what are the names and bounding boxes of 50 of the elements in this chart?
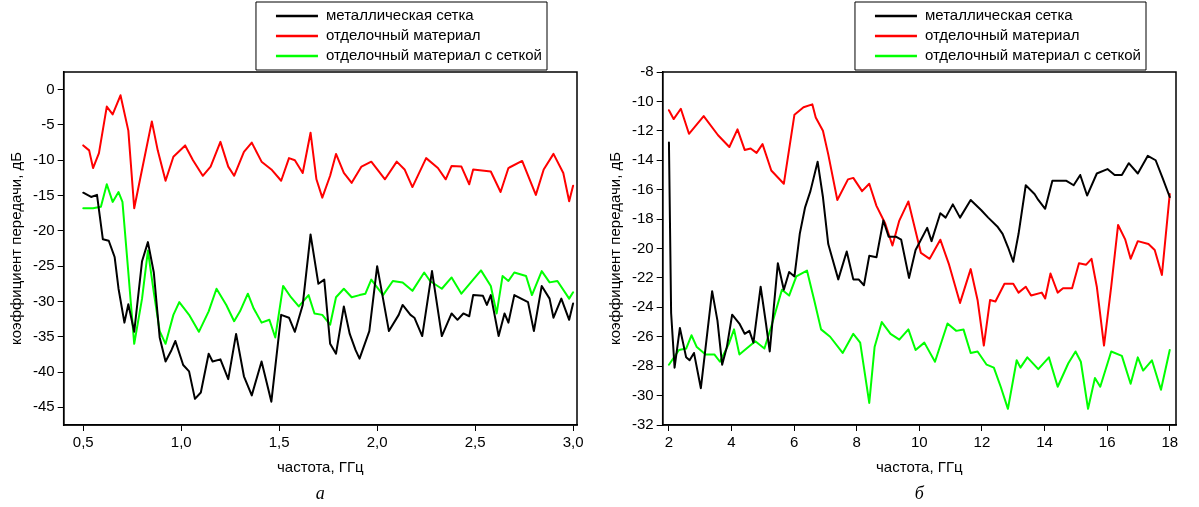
y-tick-label: -8 (640, 62, 654, 80)
x-axis-title: частота, ГГц (876, 458, 964, 476)
x-tick-label: 1,0 (170, 433, 192, 451)
x-tick-label: 4 (727, 433, 736, 451)
y-tick-label: -12 (631, 120, 654, 138)
legend-label: металлическая сетка (325, 6, 475, 24)
y-tick-label: -18 (631, 209, 654, 227)
y-tick-label: -35 (32, 326, 55, 344)
y-tick-label: -22 (631, 268, 654, 286)
y-axis-title: коэффициент передачи, дБ (606, 151, 624, 346)
y-axis-title: коэффициент передачи, дБ (7, 151, 25, 346)
y-tick-label: -16 (631, 179, 654, 197)
legend-label: отделочный материал (924, 26, 1080, 44)
text: б (914, 482, 925, 503)
y-tick-label: -26 (631, 326, 654, 344)
y-tick-label: -25 (32, 256, 55, 274)
y-tick-label: -45 (32, 397, 55, 415)
legend-label: отделочный материал с сеткой (924, 46, 1141, 64)
y-tick-label: -10 (32, 150, 55, 168)
y-tick-label: -40 (32, 362, 55, 380)
y-tick-label: -24 (631, 297, 654, 315)
x-tick-label: 12 (973, 433, 991, 451)
x-tick-label: 10 (911, 433, 928, 451)
y-tick-label: -20 (631, 238, 654, 256)
legend-label: металлическая сетка (924, 6, 1074, 24)
y-tick-label: -10 (631, 91, 654, 109)
legend-label: отделочный материал с сеткой (325, 46, 542, 64)
x-tick-label: 6 (789, 433, 799, 451)
y-tick-label: -20 (32, 220, 55, 238)
y-tick-label: -30 (32, 291, 55, 309)
y-tick-label: -30 (631, 385, 654, 403)
x-tick-label: 3,0 (562, 433, 584, 451)
x-tick-label: 14 (1036, 433, 1053, 451)
y-tick-label: -5 (41, 115, 55, 133)
y-tick-label: -14 (631, 150, 654, 168)
x-tick-label: 16 (1098, 433, 1116, 451)
x-tick-label: 0,5 (72, 433, 94, 451)
x-tick-label: 8 (852, 433, 861, 451)
x-tick-label: 2 (664, 433, 674, 451)
x-axis-title: частота, ГГц (277, 458, 365, 476)
x-tick-label: 1,5 (268, 433, 290, 451)
x-tick-label: 18 (1161, 433, 1179, 451)
text: а (315, 482, 325, 503)
y-tick-label: -32 (631, 415, 654, 433)
legend-label: отделочный материал (325, 26, 481, 44)
x-tick-label: 2,0 (366, 433, 388, 451)
x-tick-label: 2,5 (464, 433, 486, 451)
y-tick-label: 0 (46, 79, 55, 97)
y-tick-label: -15 (32, 185, 55, 203)
y-tick-label: -28 (631, 356, 654, 374)
